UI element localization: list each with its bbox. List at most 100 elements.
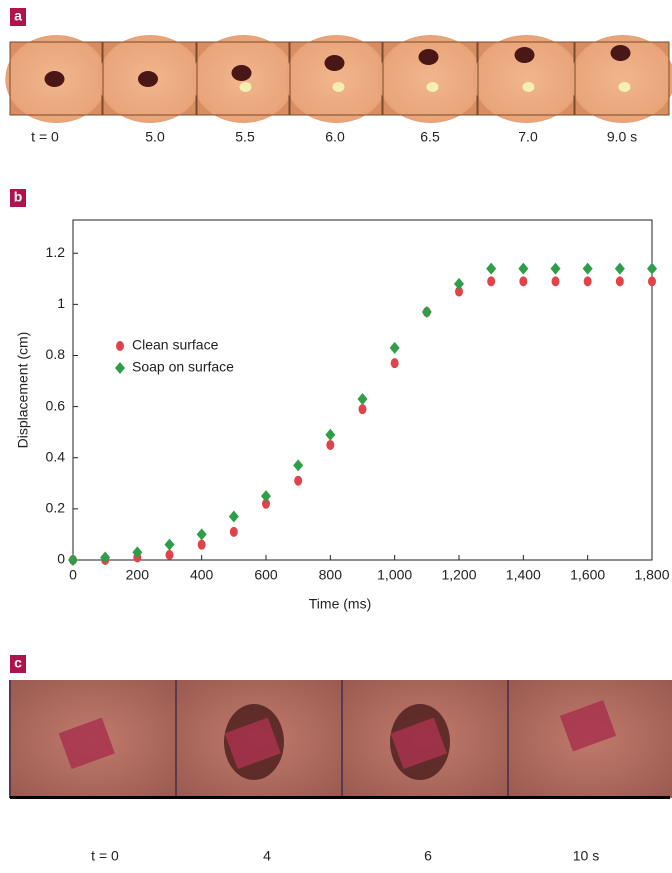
point — [615, 276, 624, 287]
point — [357, 392, 368, 405]
point — [454, 277, 464, 290]
x-axis-title: Time (ms) — [309, 596, 371, 612]
time-label: 7.0 — [518, 129, 538, 145]
plot-frame — [72, 219, 653, 561]
point — [455, 286, 463, 297]
point — [68, 554, 78, 566]
y-tick-label: 0.6 — [46, 397, 66, 413]
time-label: t = 0 — [31, 129, 59, 145]
dark-spot — [324, 55, 345, 71]
point — [294, 475, 303, 486]
x-tick-label: 200 — [126, 567, 150, 583]
white-spot — [426, 82, 439, 92]
point — [358, 404, 367, 415]
point — [487, 276, 496, 287]
y-tick-label: 0.2 — [46, 500, 66, 516]
dish — [378, 35, 483, 123]
x-tick-label: 600 — [254, 567, 278, 583]
time-label: 5.5 — [235, 129, 255, 145]
time-label: 6.0 — [325, 129, 345, 145]
legend-label: Soap on surface — [132, 359, 234, 375]
point — [519, 276, 528, 287]
white-spot — [239, 82, 252, 92]
point — [165, 549, 174, 560]
time-label: 6.5 — [420, 129, 440, 145]
panel-label: b — [14, 189, 23, 205]
point — [648, 276, 656, 287]
point — [518, 262, 529, 275]
y-tick-label: 1 — [57, 295, 65, 311]
point — [132, 546, 143, 559]
point — [389, 341, 400, 354]
time-label: 10 s — [573, 848, 599, 864]
dish — [285, 35, 388, 123]
panel-c-photos — [9, 680, 672, 799]
dark-spot — [610, 45, 631, 61]
point — [293, 459, 304, 472]
dark-spot — [44, 71, 65, 87]
time-label: 6 — [424, 848, 432, 864]
panel-label: c — [14, 655, 22, 671]
x-tick-label: 1,800 — [634, 567, 669, 583]
x-tick-label: 1,400 — [506, 567, 541, 583]
device — [390, 717, 447, 770]
point — [325, 428, 336, 441]
point — [550, 262, 561, 275]
panel-label-box — [10, 189, 26, 207]
white-spot — [332, 82, 345, 92]
point — [551, 276, 560, 287]
point — [647, 262, 657, 275]
point — [197, 539, 206, 550]
dark-spot — [514, 47, 535, 63]
point — [582, 262, 593, 275]
time-label: 5.0 — [145, 129, 165, 145]
x-tick-label: 1,000 — [377, 567, 412, 583]
panel-label: a — [14, 8, 22, 24]
time-label: 4 — [263, 848, 271, 864]
point — [228, 510, 239, 523]
point — [164, 538, 175, 551]
x-tick-label: 800 — [319, 567, 343, 583]
point — [261, 490, 271, 503]
point — [229, 526, 238, 537]
point — [100, 551, 111, 564]
time-label: 9.0 s — [607, 129, 637, 145]
dish — [473, 35, 580, 123]
x-tick-label: 1,200 — [441, 567, 476, 583]
device — [58, 717, 115, 770]
dark-spot — [138, 71, 158, 87]
x-tick-label: 1,600 — [570, 567, 605, 583]
panel-a-photos — [5, 35, 672, 123]
device — [224, 717, 281, 770]
y-tick-label: 0.8 — [46, 346, 66, 362]
panel-label-box — [10, 8, 26, 26]
y-axis-title: Displacement (cm) — [15, 332, 31, 449]
point — [614, 262, 625, 275]
point — [583, 276, 592, 287]
photo-frame-border — [574, 41, 670, 116]
legend-label: Clean surface — [132, 337, 219, 353]
dark-spot — [418, 49, 439, 65]
white-spot — [618, 82, 631, 92]
point — [196, 528, 207, 541]
bottom-bar — [10, 796, 670, 799]
legend-marker — [116, 341, 124, 351]
time-label: t = 0 — [91, 848, 119, 864]
legend-marker — [115, 362, 125, 374]
device — [559, 700, 617, 752]
x-tick-label: 0 — [69, 567, 77, 583]
dish — [570, 35, 672, 123]
white-spot — [522, 82, 535, 92]
x-tick-label: 400 — [190, 567, 214, 583]
y-tick-label: 1.2 — [46, 244, 66, 260]
point — [326, 439, 335, 450]
y-tick-label: 0 — [57, 551, 65, 567]
point — [421, 306, 432, 319]
panel-label-box — [10, 655, 26, 673]
point — [262, 498, 270, 509]
point — [390, 358, 399, 369]
point — [486, 262, 497, 275]
y-tick-label: 0.4 — [46, 448, 66, 464]
dark-spot — [231, 65, 252, 81]
